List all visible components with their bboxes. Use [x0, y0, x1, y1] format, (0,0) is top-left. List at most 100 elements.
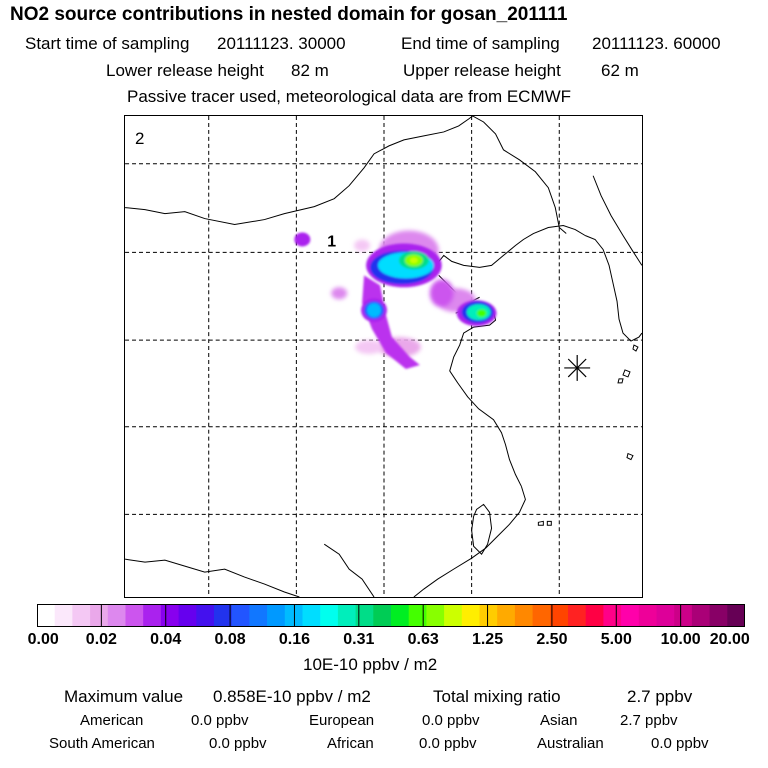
colorbar-cell	[691, 604, 710, 627]
colorbar-cell	[479, 604, 498, 627]
colorbar-cell	[249, 604, 268, 627]
colorbar-cell	[426, 604, 445, 627]
end-time-label: End time of sampling	[401, 34, 560, 53]
region-american-name: American	[80, 712, 144, 729]
colorbar-cell	[214, 604, 233, 627]
colorbar-cell	[320, 604, 339, 627]
receptor-asterisk-icon	[564, 355, 591, 381]
region-asian-name: Asian	[540, 712, 578, 729]
japan-islands	[617, 344, 639, 461]
island-2	[546, 520, 552, 526]
tracer-note: Passive tracer used, meteorological data…	[127, 87, 572, 106]
colorbar-cell	[337, 604, 356, 627]
plume-knot-west	[294, 232, 311, 247]
total-mixing-label: Total mixing ratio	[433, 687, 561, 706]
colorbar-dividers	[100, 604, 682, 627]
region-south-american-value: 0.0 ppbv	[209, 735, 267, 752]
colorbar-cell	[674, 604, 693, 627]
upper-height-label: Upper release height	[403, 61, 561, 80]
colorbar-unit: 10E-10 ppbv / m2	[303, 655, 438, 674]
colorbar-cell	[284, 604, 303, 627]
colorbar-cell	[37, 604, 56, 627]
colorbar-cell	[54, 604, 73, 627]
colorbar-cell	[267, 604, 286, 627]
total-mixing-value: 2.7 ppbv	[627, 687, 693, 706]
colorbar-tick-label: 0.63	[407, 631, 439, 648]
map-panel: 2 1	[124, 115, 643, 598]
map-title: NO2 source contributions in nested domai…	[10, 4, 568, 25]
colorbar-tick-label: 0.31	[343, 631, 375, 648]
colorbar-cell	[497, 604, 516, 627]
border-east	[472, 116, 567, 234]
region-australian-value: 0.0 ppbv	[651, 735, 709, 752]
plume-core-peak	[409, 257, 418, 264]
island-1	[537, 520, 544, 526]
colorbar-cells	[37, 604, 745, 627]
colorbar-outline	[37, 604, 745, 627]
colorbar-tick-label: 20.00	[709, 631, 750, 648]
colorbar-tick-label: 0.16	[278, 631, 311, 648]
plume-fringe-southwest	[355, 340, 384, 355]
colorbar-cell	[302, 604, 321, 627]
no2-plume	[294, 230, 497, 369]
lower-height-value: 82 m	[291, 61, 329, 80]
colorbar-tick-label: 10.00	[660, 631, 701, 648]
end-time-value: 20111123. 60000	[592, 34, 721, 53]
colorbar-cell	[550, 604, 569, 627]
panel-label: 2	[135, 129, 144, 148]
colorbar-cell	[656, 604, 675, 627]
colorbar-cell	[107, 604, 126, 627]
colorbar-cell	[231, 604, 250, 627]
colorbar-tick-label: 2.50	[536, 631, 568, 648]
plume-body	[294, 232, 497, 369]
colorbar-cell	[461, 604, 480, 627]
colorbar-cell	[514, 604, 533, 627]
coast-south	[413, 486, 526, 597]
colorbar-cell	[638, 604, 657, 627]
colorbar-tick-label: 0.04	[150, 631, 182, 648]
colorbar-cell	[72, 604, 91, 627]
shandong-coast	[449, 304, 522, 487]
plume-fringe-west-small	[331, 287, 348, 300]
colorbar-tick-label: 0.02	[85, 631, 117, 648]
border-west	[125, 558, 300, 597]
colorbar-cell	[391, 604, 410, 627]
asterisk-stroke-diag-b	[567, 358, 587, 378]
colorbar-tick-label: 5.00	[600, 631, 632, 648]
korea-east	[592, 175, 642, 266]
colorbar-cell	[373, 604, 392, 627]
colorbar-cell	[178, 604, 197, 627]
coastline-north	[125, 116, 473, 226]
start-time-label: Start time of sampling	[25, 34, 190, 53]
colorbar-tick-label: 0.08	[214, 631, 246, 648]
region-australian-name: Australian	[537, 735, 604, 752]
korea-coast	[584, 235, 642, 342]
colorbar-cell	[727, 604, 745, 627]
region-african-value: 0.0 ppbv	[419, 735, 477, 752]
source-label: 1	[327, 233, 336, 250]
max-value: 0.858E-10 ppbv / m2	[213, 687, 371, 706]
lower-height-label: Lower release height	[106, 61, 264, 80]
region-asian-value: 2.7 ppbv	[620, 712, 678, 729]
colorbar-tick-label: 0.00	[27, 631, 59, 648]
colorbar-cell	[444, 604, 463, 627]
colorbar-cell	[709, 604, 728, 627]
colorbar-cell	[125, 604, 144, 627]
taiwan	[471, 503, 493, 555]
region-european-value: 0.0 ppbv	[422, 712, 480, 729]
colorbar-cell	[90, 604, 109, 627]
region-south-american-name: South American	[49, 735, 155, 752]
region-african-name: African	[327, 735, 374, 752]
colorbar-tick-label: 1.25	[471, 631, 504, 648]
plume-fringe-bohai	[429, 279, 454, 308]
colorbar-cell	[621, 604, 640, 627]
plume-fringe-west	[354, 239, 371, 252]
plume-lobe-inner	[367, 303, 382, 318]
colorbar-cell	[408, 604, 427, 627]
colorbar	[37, 604, 745, 627]
colorbar-cell	[355, 604, 374, 627]
colorbar-cell	[196, 604, 215, 627]
lat-lon-grid	[125, 116, 642, 597]
border-mid	[323, 543, 375, 597]
upper-height-value: 62 m	[601, 61, 639, 80]
